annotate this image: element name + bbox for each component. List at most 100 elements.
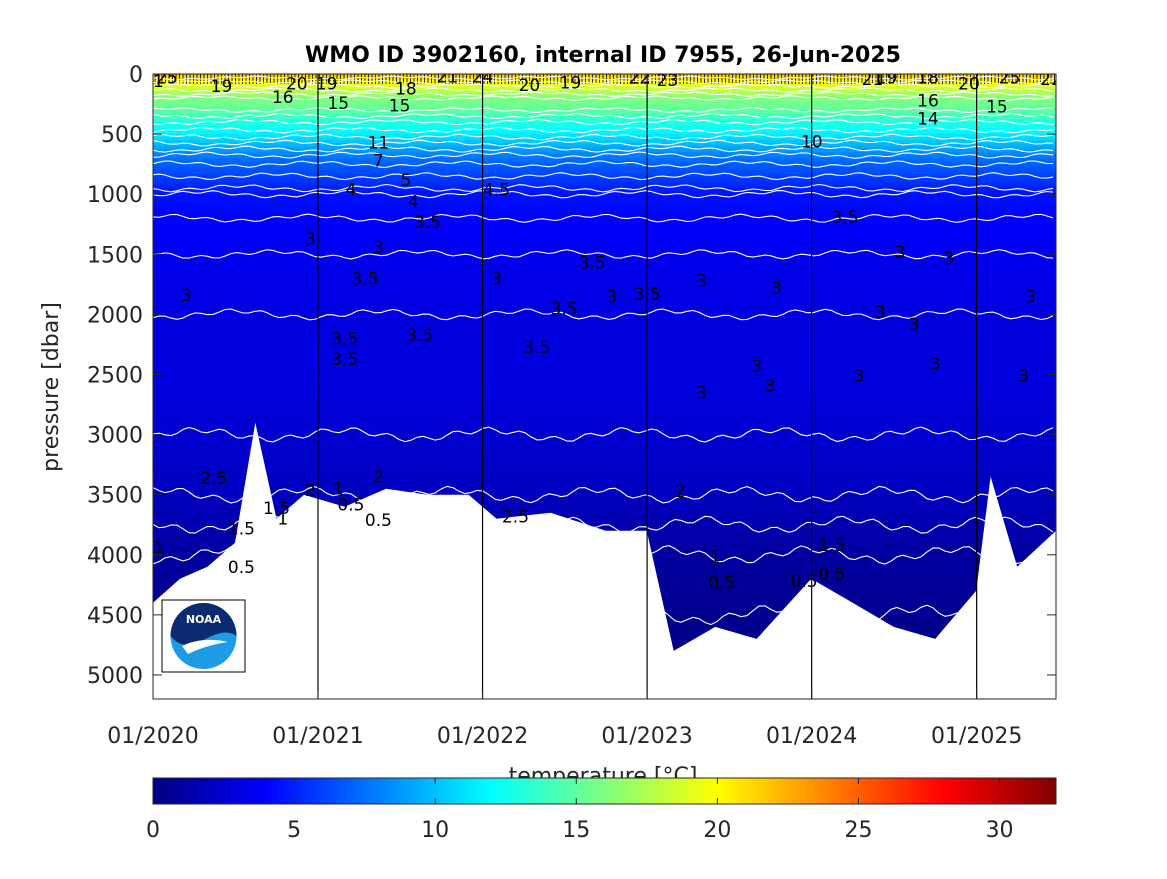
contour-label: 0.5 [818,565,845,585]
heat-band [153,482,1056,487]
colorbar-tick-label: 10 [421,818,449,843]
y-tick-label: 3500 [87,484,143,509]
isotherm-line [153,91,1054,97]
heat-band [153,527,1056,532]
heat-band [153,323,1056,328]
contour-label: 20 [958,75,980,95]
contour-label: 2.5 [200,469,227,489]
heat-band [153,377,1056,382]
heat-band [153,260,1056,264]
heat-band [153,290,1056,294]
heat-band [153,509,1056,514]
contour-label: 3 [771,279,782,299]
y-tick-label: 3000 [87,424,143,449]
contour-label: 2 [305,481,316,501]
heat-band [153,221,1056,225]
heat-band [153,341,1056,346]
contour-label: 11 [368,134,390,154]
heat-band [153,491,1056,496]
heat-band [153,113,1056,117]
heat-band [153,425,1056,430]
heat-band [153,404,1056,409]
heat-band [153,89,1056,93]
contour-label: 21 [142,72,164,92]
heat-band [153,302,1056,306]
isotherm-line [153,126,1054,134]
isotherm-line [153,145,1054,153]
contour-label: 25 [156,69,178,89]
contour-label: 0.5 [708,573,735,593]
contour-label: 1.5 [263,499,290,519]
contour-label: 22 [1040,70,1062,90]
contour-label: 19 [560,73,582,93]
y-tick-label: 0 [129,63,143,88]
heat-band [153,497,1056,502]
heat-band [153,305,1056,309]
heat-band [153,476,1056,481]
contour-label: 1 [333,480,344,500]
heat-band [153,401,1056,406]
heat-band [153,521,1056,526]
year-boundary-lines [317,74,978,699]
heat-band [153,359,1056,364]
isotherm-line [153,308,1054,321]
heat-band [153,515,1056,520]
isotherm-line [153,485,1054,504]
contour-label: 10 [801,132,823,152]
contour-label: 25 [999,69,1021,89]
heat-band [153,155,1056,159]
contour-label: 3 [930,355,941,375]
colorbar-tick-label: 25 [844,818,872,843]
heat-band [153,428,1056,433]
heat-band [153,272,1056,276]
contour-label: 1 [710,548,721,568]
heat-band [153,95,1056,99]
heat-band [153,101,1056,105]
contour-label: 19 [876,69,898,89]
x-tick-label: 01/2025 [931,724,1022,749]
heat-band [153,449,1056,454]
y-tick-label: 4000 [87,544,143,569]
heat-band [153,389,1056,394]
heat-band [153,191,1056,195]
heat-band [153,470,1056,475]
noaa-logo-gull [182,639,228,654]
heat-band [153,446,1056,451]
isotherm-line [153,112,1054,120]
isotherm-line [153,190,1054,199]
heat-band [153,281,1056,285]
contour-label: 3 [305,230,316,250]
heat-band [153,161,1056,165]
heat-band [153,413,1056,418]
heat-band [153,398,1056,403]
heat-band [153,410,1056,415]
heat-band [153,269,1056,273]
contour-label: 1 [277,510,288,530]
heat-band [153,353,1056,358]
contour-label: 3.5 [351,269,378,289]
heat-band [153,494,1056,499]
heat-band [153,434,1056,439]
heat-band [153,173,1056,177]
heat-band [153,110,1056,114]
contour-label: 3 [491,269,502,289]
colorbar-tick-label: 5 [287,818,301,843]
y-tick-label: 2000 [87,303,143,328]
heat-band [153,188,1056,192]
x-tick-label: 01/2022 [437,724,528,749]
colorbar-tick-label: 30 [986,818,1014,843]
contour-label: 1.5 [228,519,255,539]
heat-band [153,158,1056,162]
contour-label: 15 [389,96,411,116]
y-tick-label: 1000 [87,183,143,208]
heat-band [153,104,1056,108]
heat-band [153,365,1056,370]
heat-band [153,167,1056,171]
noaa-logo-top [170,603,237,646]
heat-band [153,125,1056,129]
contour-label: 4 [408,192,419,212]
x-tick-label: 01/2020 [107,724,198,749]
heat-band [153,344,1056,349]
heat-band [153,203,1056,207]
